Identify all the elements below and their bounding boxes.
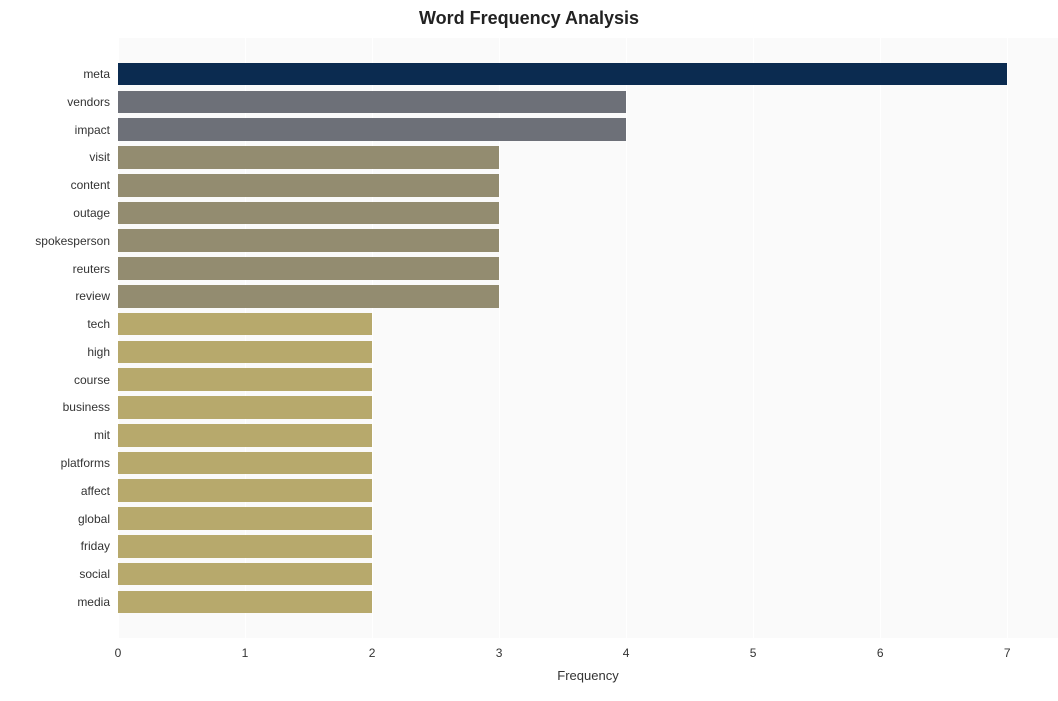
bar — [118, 91, 626, 114]
bar — [118, 535, 372, 558]
chart-title: Word Frequency Analysis — [0, 8, 1058, 29]
bar-row — [118, 591, 1058, 614]
x-tick-label: 5 — [750, 646, 757, 660]
x-axis-label: Frequency — [557, 668, 618, 683]
bar-row — [118, 313, 1058, 336]
y-tick-label: outage — [0, 206, 110, 220]
x-tick-label: 6 — [877, 646, 884, 660]
bar-row — [118, 341, 1058, 364]
y-tick-label: meta — [0, 67, 110, 81]
bar — [118, 285, 499, 308]
bar-row — [118, 174, 1058, 197]
bar — [118, 396, 372, 419]
plot-area — [118, 38, 1058, 638]
bar — [118, 479, 372, 502]
bar — [118, 229, 499, 252]
y-tick-label: media — [0, 595, 110, 609]
y-tick-label: mit — [0, 428, 110, 442]
bar-row — [118, 507, 1058, 530]
x-tick-label: 3 — [496, 646, 503, 660]
bar-row — [118, 63, 1058, 86]
bars-container — [118, 38, 1058, 638]
bar-row — [118, 535, 1058, 558]
bar — [118, 146, 499, 169]
x-tick-label: 1 — [242, 646, 249, 660]
bar — [118, 368, 372, 391]
y-tick-label: social — [0, 567, 110, 581]
bar-row — [118, 202, 1058, 225]
y-tick-label: impact — [0, 123, 110, 137]
bar — [118, 174, 499, 197]
x-tick-label: 4 — [623, 646, 630, 660]
y-tick-label: business — [0, 400, 110, 414]
bar-row — [118, 146, 1058, 169]
bar — [118, 341, 372, 364]
bar — [118, 257, 499, 280]
x-tick-label: 2 — [369, 646, 376, 660]
y-tick-label: reuters — [0, 262, 110, 276]
bar — [118, 202, 499, 225]
bar — [118, 591, 372, 614]
bar-row — [118, 396, 1058, 419]
bar-row — [118, 479, 1058, 502]
bar-row — [118, 452, 1058, 475]
bar — [118, 452, 372, 475]
bar-row — [118, 563, 1058, 586]
bar — [118, 507, 372, 530]
bar-row — [118, 229, 1058, 252]
bar-row — [118, 368, 1058, 391]
word-frequency-chart: Word Frequency Analysis meta vendors impac… — [0, 0, 1058, 701]
y-tick-label: friday — [0, 539, 110, 553]
y-tick-label: review — [0, 289, 110, 303]
bar — [118, 424, 372, 447]
y-tick-label: content — [0, 178, 110, 192]
y-tick-label: high — [0, 345, 110, 359]
y-tick-label: affect — [0, 484, 110, 498]
y-tick-label: course — [0, 373, 110, 387]
bar-row — [118, 424, 1058, 447]
bar — [118, 313, 372, 336]
x-tick-label: 0 — [115, 646, 122, 660]
bar-row — [118, 285, 1058, 308]
y-tick-label: spokesperson — [0, 234, 110, 248]
y-tick-label: global — [0, 512, 110, 526]
y-tick-label: visit — [0, 150, 110, 164]
bar-row — [118, 257, 1058, 280]
bar — [118, 63, 1007, 86]
y-tick-label: platforms — [0, 456, 110, 470]
bar — [118, 563, 372, 586]
y-tick-label: vendors — [0, 95, 110, 109]
bar-row — [118, 91, 1058, 114]
x-tick-label: 7 — [1004, 646, 1011, 660]
bar-row — [118, 118, 1058, 141]
bar — [118, 118, 626, 141]
y-tick-label: tech — [0, 317, 110, 331]
